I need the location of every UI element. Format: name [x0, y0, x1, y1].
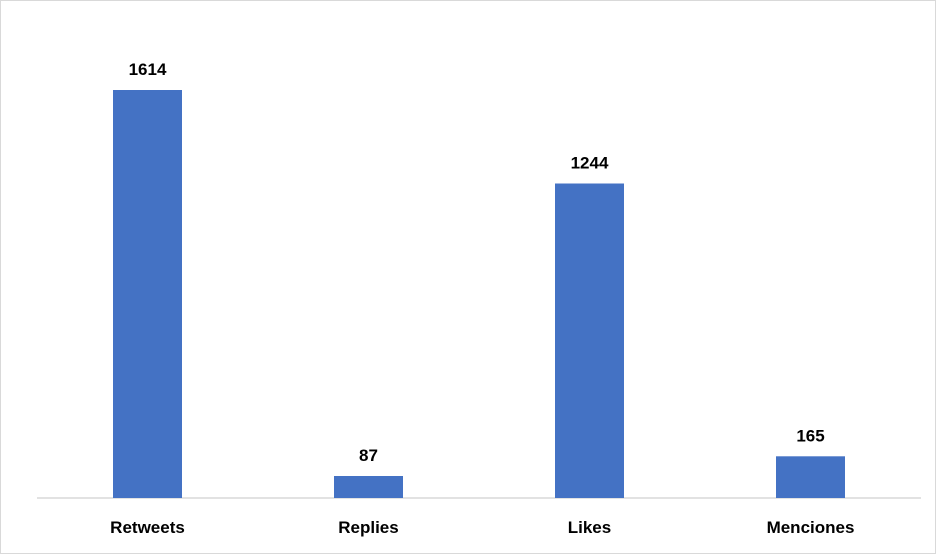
- category-label-retweets: Retweets: [110, 518, 185, 537]
- bar-group: [113, 90, 845, 498]
- value-label-menciones: 165: [796, 426, 824, 445]
- category-label-menciones: Menciones: [767, 518, 855, 537]
- value-label-retweets: 1614: [129, 60, 167, 79]
- category-label-likes: Likes: [568, 518, 611, 537]
- bar-likes: [555, 183, 624, 498]
- category-label-group: Retweets Replies Likes Menciones: [110, 518, 854, 537]
- value-label-group: 1614 87 1244 165: [129, 60, 825, 465]
- category-label-replies: Replies: [338, 518, 398, 537]
- bar-menciones: [776, 456, 845, 498]
- bar-retweets: [113, 90, 182, 498]
- value-label-likes: 1244: [571, 154, 609, 173]
- value-label-replies: 87: [359, 446, 378, 465]
- bar-replies: [334, 476, 403, 498]
